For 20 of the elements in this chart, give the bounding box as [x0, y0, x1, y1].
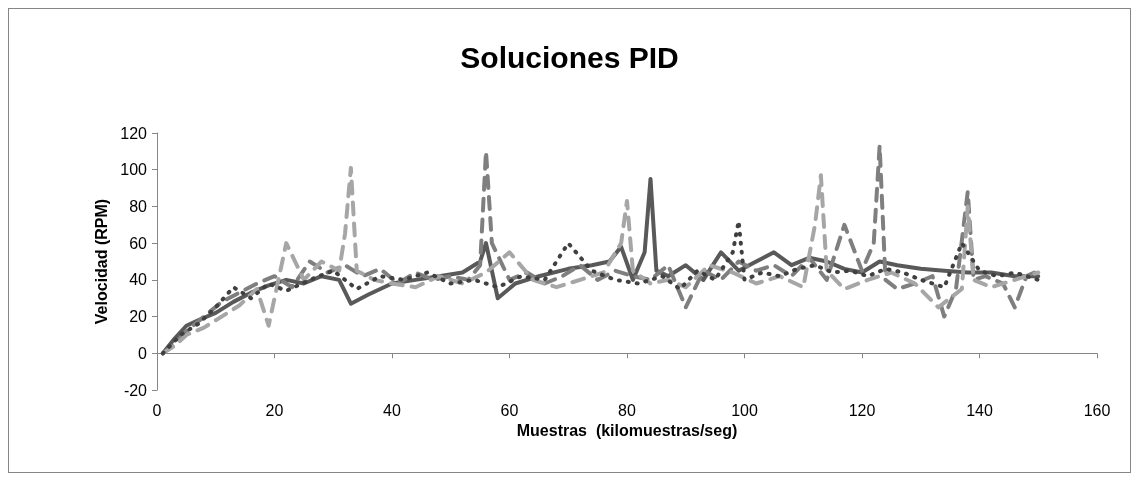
y-tick-label: 40 — [129, 271, 148, 289]
x-tick-label: 0 — [152, 401, 162, 419]
y-tick-label: 20 — [129, 308, 148, 326]
y-tick-label: 60 — [129, 234, 148, 252]
x-tick-label: 20 — [265, 401, 284, 419]
y-tick-label: 120 — [120, 124, 148, 142]
y-tick-label: -20 — [123, 381, 148, 399]
y-tick-label: 80 — [129, 197, 148, 215]
chart-title: Soluciones PID — [460, 40, 679, 74]
x-tick-label: 100 — [731, 401, 758, 419]
y-tick-label: 100 — [120, 161, 148, 179]
x-tick-label: 160 — [1083, 401, 1111, 419]
x-tick-label: 40 — [383, 401, 401, 419]
x-tick-label: 120 — [848, 401, 876, 419]
x-tick-label: 80 — [618, 401, 636, 419]
y-tick-label: 0 — [138, 344, 148, 362]
x-tick-label: 140 — [966, 401, 993, 419]
y-axis-title: Velocidad (RPM) — [92, 198, 110, 325]
x-axis-title: Muestras (kilomuestras/seg) — [516, 422, 738, 440]
x-tick-label: 60 — [500, 401, 519, 419]
